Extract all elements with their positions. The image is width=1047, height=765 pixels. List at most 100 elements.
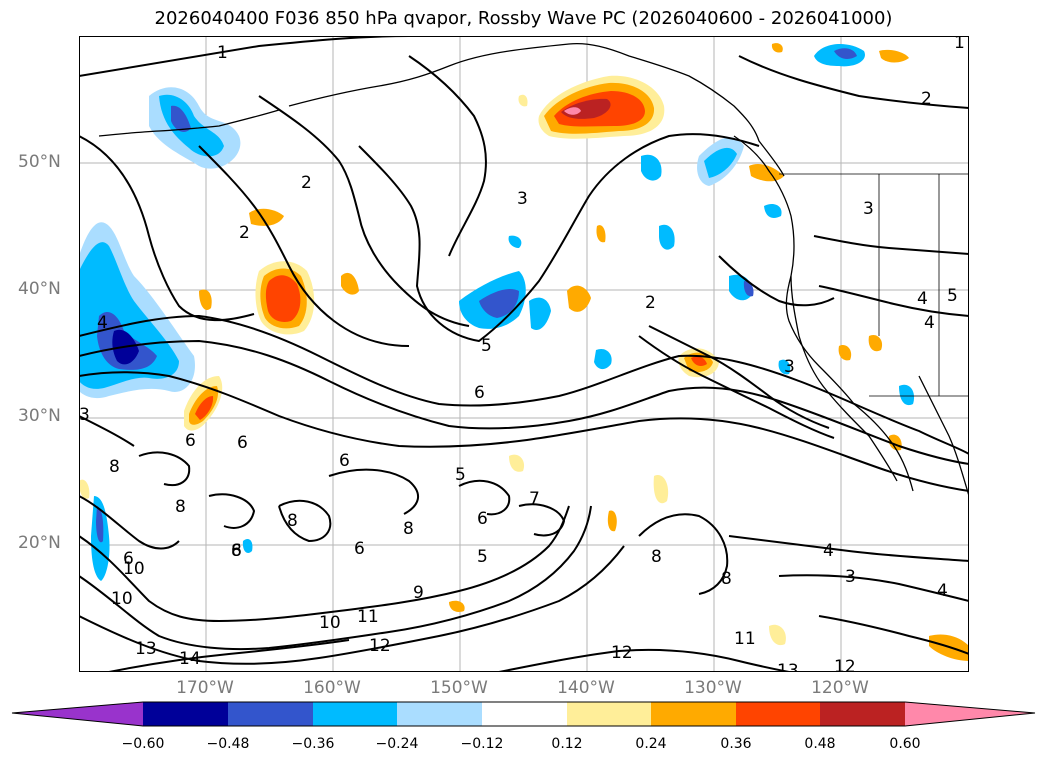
- positive-anomaly-area: [868, 334, 883, 352]
- contour-label: 5: [481, 336, 492, 356]
- contour-label: 3: [517, 189, 528, 209]
- colorbar-tick: −0.12: [460, 736, 504, 752]
- contour-label: 10: [123, 559, 145, 579]
- map-title: 2026040400 F036 850 hPa qvapor, Rossby W…: [154, 8, 893, 29]
- colorbar-tick: −0.24: [375, 736, 419, 752]
- contour-label: 8: [651, 547, 662, 567]
- contour-label: 1: [217, 43, 228, 63]
- colorbar-bin: [820, 702, 905, 726]
- contour-label: 6: [123, 549, 134, 569]
- contour-label: 6: [237, 433, 248, 453]
- contour-label: 4: [823, 541, 834, 561]
- contour-label: 8: [721, 569, 732, 589]
- lon-label-160w: 160°W: [303, 678, 361, 698]
- contour-label: 2: [301, 173, 312, 193]
- contour-labels: 1 1 2 2 2 2 3 3 3 3 3 4 4 4 4 4 5 5 5 5 …: [79, 36, 965, 672]
- contour-line: [358, 133, 760, 343]
- positive-anomaly-area: [607, 510, 617, 532]
- colorbar-bin: [651, 702, 736, 726]
- negative-anomaly-area: [704, 147, 737, 178]
- contour-label: 11: [734, 629, 756, 649]
- colorbar-tick: −0.60: [121, 736, 165, 752]
- contour-label: 6: [354, 539, 365, 559]
- contour-label: 14: [179, 649, 201, 669]
- contour-label: 3: [845, 567, 856, 587]
- negative-anomaly-area: [834, 48, 857, 59]
- contour-label: 8: [109, 457, 120, 477]
- positive-anomaly-area: [449, 600, 465, 612]
- map-panel: 1 1 2 2 2 2 3 3 3 3 3 4 4 4 4 4 5 5 5 5 …: [79, 36, 969, 672]
- contour-label: 4: [917, 289, 928, 309]
- colorbar: [11, 701, 1036, 727]
- negative-anomaly-area: [899, 384, 915, 406]
- positive-anomaly-area: [653, 475, 669, 504]
- positive-anomaly-area: [691, 356, 707, 366]
- contour-label: 2: [239, 223, 250, 243]
- contour-label: 4: [97, 313, 108, 333]
- positive-anomaly-area: [79, 479, 90, 499]
- colorbar-tick: 0.48: [804, 736, 836, 752]
- contour-line: [79, 545, 625, 665]
- contour-label: 6: [339, 451, 350, 471]
- colorbar-extend-high: [905, 702, 1035, 726]
- colorbar-bin: [397, 702, 482, 726]
- positive-anomaly-area: [199, 289, 212, 311]
- colorbar-tick: −0.48: [206, 736, 250, 752]
- contour-label: 6: [231, 541, 242, 561]
- colorbar-bin: [228, 702, 313, 726]
- contour-line: [778, 574, 969, 602]
- contour-line: [79, 371, 969, 492]
- contour-line: [648, 325, 830, 429]
- negative-anomaly-area: [594, 348, 612, 370]
- contour-label: 5: [455, 465, 466, 485]
- negative-anomaly-area: [242, 539, 253, 553]
- contour-label: 13: [777, 661, 799, 672]
- positive-anomaly-area: [195, 396, 214, 420]
- negative-anomaly-area: [659, 224, 675, 250]
- contour-line: [198, 145, 410, 347]
- contour-label: 3: [784, 357, 795, 377]
- bc-coast: [733, 135, 898, 482]
- lat-label-20n: 20°N: [18, 533, 61, 553]
- contour-label: 2: [921, 89, 932, 109]
- contour-line: [79, 36, 410, 77]
- contour-line: [79, 339, 969, 465]
- contour-line: [818, 285, 969, 317]
- negative-anomaly-area: [96, 506, 104, 543]
- contour-label: 4: [937, 581, 948, 601]
- contour-label: 2: [645, 293, 656, 313]
- contour-line: [278, 499, 332, 543]
- contour-label: 6: [474, 383, 485, 403]
- colorbar-bin: [313, 702, 397, 726]
- contour-label: 6: [185, 431, 196, 451]
- mexico-coast: [918, 375, 969, 497]
- colorbar-bin: [143, 702, 228, 726]
- contour-label: 12: [369, 636, 391, 656]
- lon-label-170w: 170°W: [176, 678, 234, 698]
- contour-line: [408, 55, 487, 257]
- positive-anomaly-area: [564, 107, 581, 115]
- contour-label: 1: [954, 36, 965, 53]
- anomaly-fill: [79, 43, 969, 661]
- qvapor-contours: [79, 36, 969, 672]
- negative-anomaly-area: [641, 154, 662, 181]
- contour-label: 8: [287, 511, 298, 531]
- contour-line: [638, 513, 729, 595]
- california-coast: [785, 275, 855, 405]
- map-plot: 1 1 2 2 2 2 3 3 3 3 3 4 4 4 4 4 5 5 5 5 …: [79, 36, 969, 672]
- negative-anomaly-area: [529, 297, 551, 331]
- contour-label: 12: [611, 643, 633, 663]
- contour-line: [138, 451, 191, 486]
- colorbar-tick: 0.24: [635, 736, 667, 752]
- positive-anomaly-area: [341, 272, 359, 295]
- contour-label: 11: [357, 607, 379, 627]
- contour-line: [818, 615, 969, 655]
- contour-line: [328, 468, 419, 515]
- alaska-coast: [288, 42, 785, 177]
- contour-label: 4: [924, 313, 935, 333]
- positive-anomaly-area: [596, 225, 606, 243]
- positive-anomaly-area: [265, 275, 301, 322]
- positive-anomaly-area: [769, 624, 786, 646]
- contour-line: [518, 503, 566, 537]
- contour-label: 3: [863, 199, 874, 219]
